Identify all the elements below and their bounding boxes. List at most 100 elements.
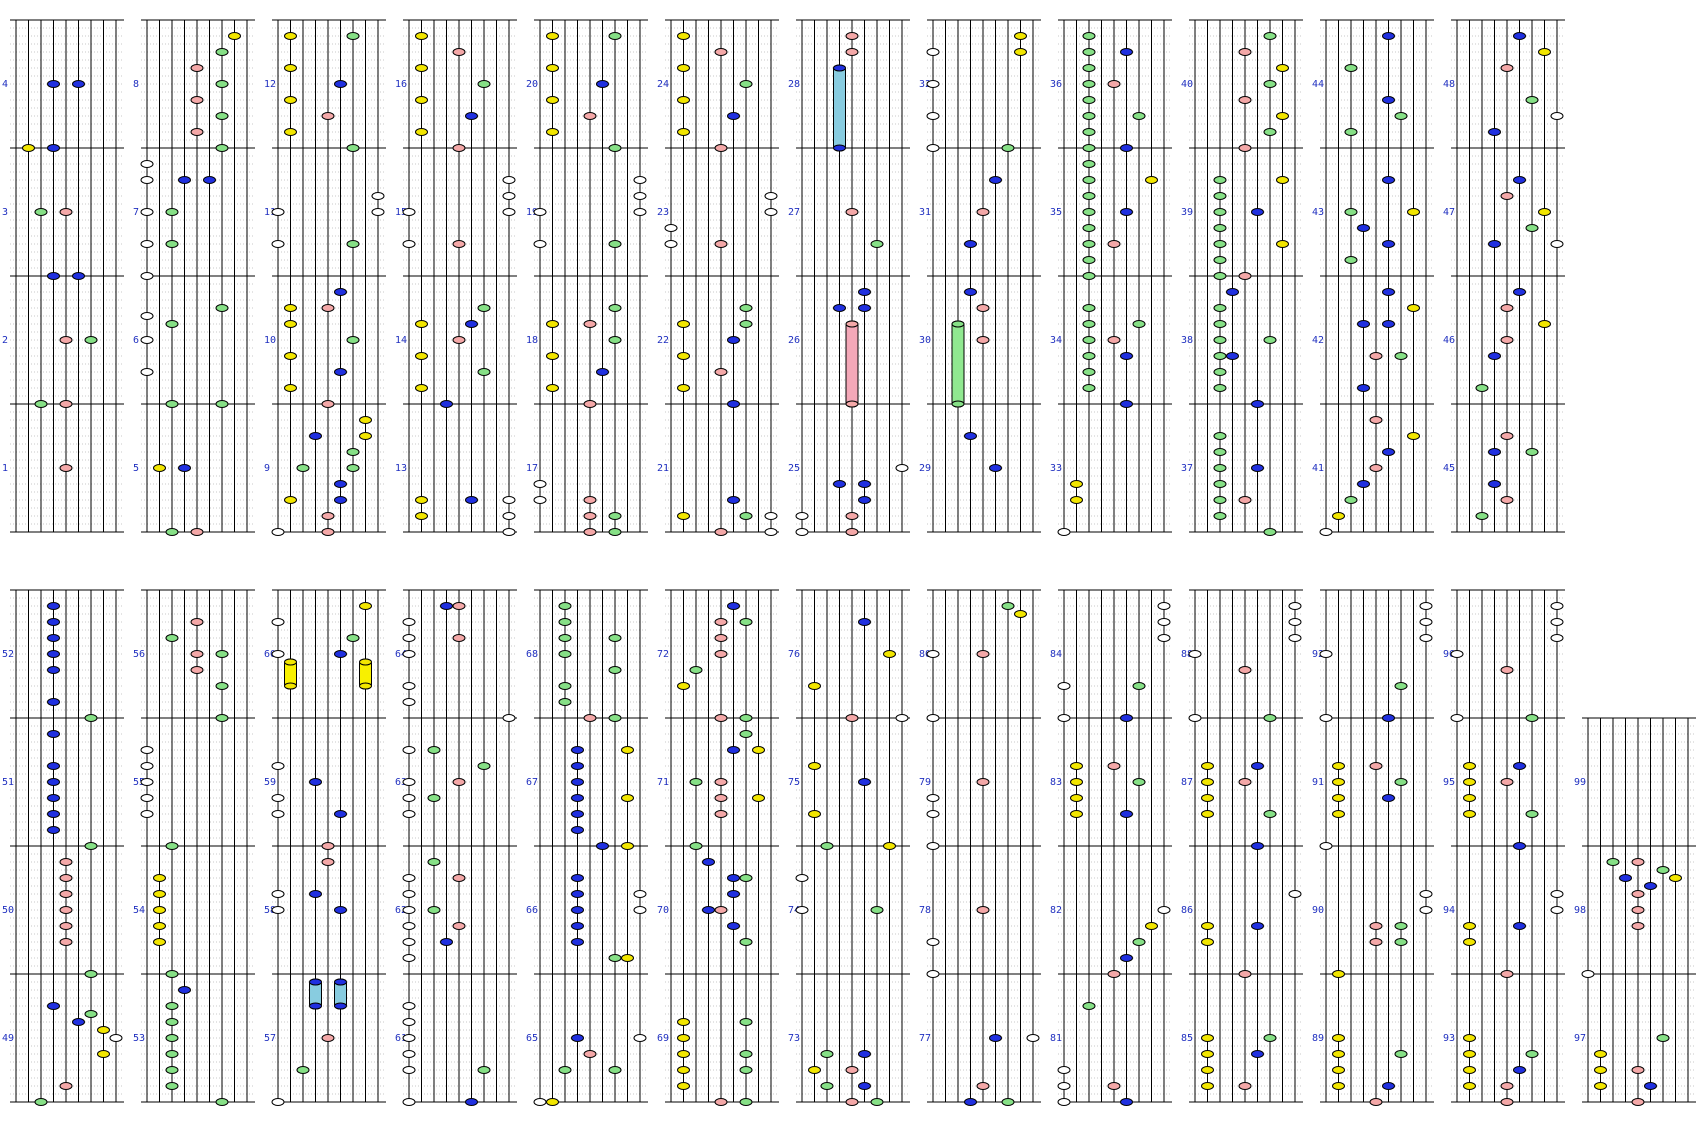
measure-number: 49 — [2, 1033, 14, 1044]
note — [1001, 144, 1015, 152]
note — [215, 80, 229, 88]
measure-number: 3 — [2, 207, 8, 218]
note — [59, 938, 73, 946]
note — [452, 634, 466, 642]
note — [427, 746, 441, 754]
note — [795, 874, 809, 882]
measure-number: 84 — [1050, 649, 1062, 660]
note — [1132, 682, 1146, 690]
note — [59, 858, 73, 866]
note — [870, 1098, 884, 1106]
note — [1238, 970, 1252, 978]
note — [1656, 866, 1670, 874]
note — [1631, 1098, 1645, 1106]
note — [858, 496, 871, 504]
note — [47, 634, 60, 642]
note — [1500, 1098, 1514, 1106]
note — [546, 96, 559, 104]
note — [452, 602, 466, 610]
note — [808, 762, 821, 770]
measure-number: 67 — [526, 777, 538, 788]
note — [739, 512, 753, 520]
note — [546, 384, 559, 392]
note — [1132, 112, 1146, 120]
note — [727, 336, 740, 344]
measure-number: 98 — [1574, 905, 1586, 916]
note — [284, 320, 297, 328]
note — [1145, 176, 1158, 184]
note — [140, 762, 154, 770]
note — [571, 1034, 584, 1042]
note — [346, 144, 360, 152]
measure-number: 7 — [133, 207, 139, 218]
note — [1463, 938, 1476, 946]
note — [271, 810, 285, 818]
long-note-end — [284, 658, 297, 666]
note — [334, 368, 347, 376]
note — [633, 192, 647, 200]
note — [633, 1034, 647, 1042]
note — [583, 112, 597, 120]
note — [1213, 368, 1227, 376]
note — [228, 32, 241, 40]
measure-number: 37 — [1181, 463, 1193, 474]
measure-number: 35 — [1050, 207, 1062, 218]
note — [165, 1066, 179, 1074]
measure-number: 25 — [788, 463, 800, 474]
measure-number: 6 — [133, 335, 139, 346]
note — [271, 794, 285, 802]
note — [845, 528, 859, 536]
measure-number: 27 — [788, 207, 800, 218]
note — [371, 192, 385, 200]
note — [47, 826, 60, 834]
note — [1213, 272, 1227, 280]
note — [1382, 176, 1395, 184]
measure-number: 1 — [2, 463, 8, 474]
note — [84, 714, 98, 722]
note — [284, 32, 297, 40]
note — [452, 48, 466, 56]
note — [1407, 208, 1420, 216]
note — [1488, 352, 1501, 360]
note — [727, 922, 740, 930]
note — [1463, 762, 1476, 770]
note — [926, 48, 940, 56]
note — [533, 496, 547, 504]
note — [820, 842, 834, 850]
note — [858, 304, 871, 312]
note — [677, 64, 690, 72]
note — [608, 336, 622, 344]
note — [596, 842, 609, 850]
measure-number: 50 — [2, 905, 14, 916]
note — [215, 400, 229, 408]
note — [989, 464, 1002, 472]
note — [477, 368, 491, 376]
long-note — [833, 64, 846, 152]
measure-number: 38 — [1181, 335, 1193, 346]
measure-number: 97 — [1574, 1033, 1586, 1044]
note — [926, 938, 940, 946]
note — [334, 810, 347, 818]
note — [571, 938, 584, 946]
note — [215, 650, 229, 658]
note — [47, 810, 60, 818]
note — [1082, 176, 1096, 184]
measure-number: 92 — [1312, 649, 1324, 660]
note — [571, 778, 584, 786]
note — [739, 1066, 753, 1074]
note — [153, 906, 166, 914]
note — [845, 1098, 859, 1106]
note — [1201, 778, 1214, 786]
note — [820, 1082, 834, 1090]
note — [452, 336, 466, 344]
note — [677, 682, 690, 690]
note — [1332, 512, 1345, 520]
note — [402, 954, 416, 962]
note — [334, 496, 347, 504]
measure-number: 14 — [395, 335, 407, 346]
note — [1082, 160, 1096, 168]
measure-number: 39 — [1181, 207, 1193, 218]
note — [284, 384, 297, 392]
note — [1525, 810, 1539, 818]
